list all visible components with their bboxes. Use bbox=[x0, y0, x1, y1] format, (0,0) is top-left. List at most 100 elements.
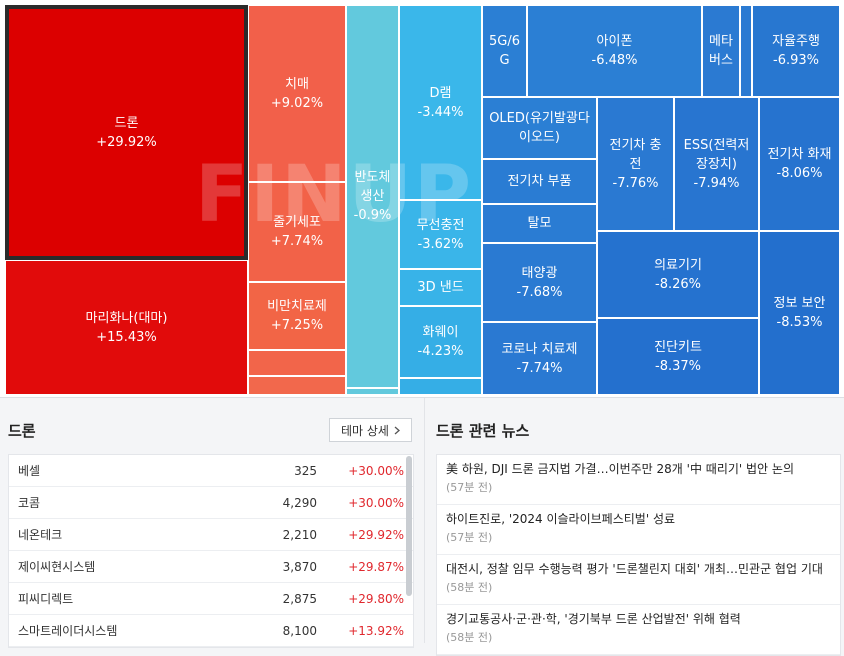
treemap-cell[interactable]: 정보 보안 -8.53% bbox=[759, 231, 840, 395]
stock-table-scrollbar[interactable] bbox=[406, 454, 412, 640]
treemap-cell[interactable]: 메타 버스 bbox=[702, 5, 740, 97]
theme-change: -3.44% bbox=[417, 104, 464, 120]
treemap-cell[interactable]: OLED(유기발광다 이오드) bbox=[482, 97, 597, 159]
scrollbar-thumb[interactable] bbox=[406, 456, 412, 596]
treemap-cell[interactable]: 자율주행 -6.93% bbox=[752, 5, 840, 97]
news-title[interactable]: 대전시, 정찰 임무 수행능력 평가 '드론챌린지 대회' 개최…민관군 협업 … bbox=[446, 562, 823, 576]
stock-row[interactable]: 코콤 4,290 +30.00% bbox=[9, 487, 413, 519]
theme-change: -7.68% bbox=[516, 284, 563, 300]
treemap-cell[interactable] bbox=[248, 376, 346, 395]
stock-name: 네온테크 bbox=[18, 528, 63, 542]
stock-change: +30.00% bbox=[348, 463, 404, 478]
treemap-cell[interactable]: 의료기기 -8.26% bbox=[597, 231, 759, 318]
stock-change: +30.00% bbox=[348, 495, 404, 510]
news-item[interactable]: 대전시, 정찰 임무 수행능력 평가 '드론챌린지 대회' 개최…민관군 협업 … bbox=[437, 555, 840, 605]
theme-change: -7.76% bbox=[612, 175, 659, 191]
treemap-cell[interactable]: 전기차 충 전 -7.76% bbox=[597, 97, 674, 231]
theme-name: D램 bbox=[429, 85, 452, 101]
theme-change: +15.43% bbox=[96, 329, 157, 345]
news-panel-title: 드론 관련 뉴스 bbox=[436, 422, 530, 440]
treemap-cell[interactable] bbox=[399, 378, 482, 395]
news-time: (58분 전) bbox=[446, 581, 493, 594]
news-panel: 드론 관련 뉴스 美 하원, DJI 드론 금지법 가결…이번주만 28개 '中… bbox=[424, 398, 844, 656]
stock-price: 325 bbox=[294, 463, 317, 478]
theme-name: 줄기세포 bbox=[273, 215, 321, 230]
theme-stocks-panel: 드론 테마 상세 베셀 325 +30.00% 코콤 4,290 +30.00% 네온테크 2… bbox=[0, 398, 420, 648]
news-title[interactable]: 하이트진로, '2024 이슬라이브페스티벌' 성료 bbox=[446, 512, 676, 526]
treemap-cell[interactable]: 치매 +9.02% bbox=[248, 5, 346, 182]
theme-change: +7.74% bbox=[270, 234, 324, 249]
theme-change: +7.25% bbox=[270, 318, 324, 333]
stock-row[interactable]: 네온테크 2,210 +29.92% bbox=[9, 519, 413, 551]
theme-name: 태양광 bbox=[521, 265, 558, 281]
news-title[interactable]: 美 하원, DJI 드론 금지법 가결…이번주만 28개 '中 때리기' 법안 … bbox=[446, 462, 794, 476]
stock-price: 3,870 bbox=[282, 559, 317, 574]
stock-change: +13.92% bbox=[348, 623, 404, 638]
theme-change: -7.74% bbox=[516, 360, 563, 376]
news-item[interactable]: 美 하원, DJI 드론 금지법 가결…이번주만 28개 '中 때리기' 법안 … bbox=[437, 455, 840, 505]
theme-change: -4.23% bbox=[417, 344, 464, 359]
theme-change: +29.92% bbox=[96, 134, 157, 150]
stock-price: 2,210 bbox=[282, 527, 317, 542]
theme-name: ESS(전력저 장장치) bbox=[683, 137, 750, 172]
treemap-cell[interactable]: 탈모 bbox=[482, 204, 597, 243]
treemap-cell[interactable]: 전기차 부품 bbox=[482, 159, 597, 204]
stock-row[interactable]: 제이씨현시스템 3,870 +29.87% bbox=[9, 551, 413, 583]
treemap-cell[interactable] bbox=[346, 388, 399, 395]
treemap-cell[interactable]: 3D 낸드 bbox=[399, 269, 482, 306]
theme-name: 전기차 부품 bbox=[507, 174, 572, 189]
theme-name: 드론 bbox=[114, 115, 139, 131]
news-item[interactable]: 경기교통공사·군·관·학, '경기북부 드론 산업발전' 위해 협력 (58분 전… bbox=[437, 605, 840, 655]
treemap-cell[interactable] bbox=[248, 350, 346, 376]
news-time: (58분 전) bbox=[446, 631, 493, 644]
chevron-right-icon bbox=[394, 426, 400, 434]
stock-price: 8,100 bbox=[282, 623, 317, 638]
news-title[interactable]: 경기교통공사·군·관·학, '경기북부 드론 산업발전' 위해 협력 bbox=[446, 612, 741, 626]
treemap-cell[interactable]: 마리화나(대마) +15.43% bbox=[5, 260, 248, 395]
treemap-cell[interactable]: 전기차 화재 -8.06% bbox=[759, 97, 840, 231]
treemap-cell[interactable]: 비만치료제 +7.25% bbox=[248, 282, 346, 350]
news-item[interactable]: 하이트진로, '2024 이슬라이브페스티벌' 성료 (57분 전) bbox=[437, 505, 840, 555]
treemap-cell[interactable]: 코로나 치료제 -7.74% bbox=[482, 322, 597, 395]
treemap-cell[interactable]: 줄기세포 +7.74% bbox=[248, 182, 346, 282]
theme-name: 반도체 생산 bbox=[354, 170, 391, 204]
stock-price: 2,875 bbox=[282, 591, 317, 606]
theme-name: 마리화나(대마) bbox=[85, 310, 168, 326]
theme-detail-button[interactable]: 테마 상세 bbox=[329, 418, 412, 442]
stock-row[interactable]: 베셀 325 +30.00% bbox=[9, 455, 413, 487]
treemap-cell[interactable]: 진단키트 -8.37% bbox=[597, 318, 759, 395]
theme-name: OLED(유기발광다 이오드) bbox=[489, 111, 590, 145]
stocks-panel-title: 드론 bbox=[8, 422, 36, 440]
treemap-cell[interactable]: ESS(전력저 장장치) -7.94% bbox=[674, 97, 759, 231]
stock-row[interactable]: 피씨디렉트 2,875 +29.80% bbox=[9, 583, 413, 615]
treemap-cell[interactable]: 반도체 생산 -0.9% bbox=[346, 5, 399, 388]
treemap-cell[interactable]: 5G/6 G bbox=[482, 5, 527, 97]
stock-name: 스마트레이더시스템 bbox=[18, 624, 118, 638]
treemap-cell[interactable] bbox=[740, 5, 752, 97]
stock-price: 4,290 bbox=[282, 495, 317, 510]
stock-row[interactable]: 스마트레이더시스템 8,100 +13.92% bbox=[9, 615, 413, 647]
treemap-cell[interactable]: 무선충전 -3.62% bbox=[399, 200, 482, 269]
theme-name: 탈모 bbox=[527, 216, 552, 231]
treemap-cell[interactable]: 태양광 -7.68% bbox=[482, 243, 597, 322]
theme-change: -8.37% bbox=[655, 358, 701, 374]
treemap-cell[interactable]: D램 -3.44% bbox=[399, 5, 482, 200]
theme-change: -6.93% bbox=[773, 53, 819, 68]
stock-change: +29.92% bbox=[348, 527, 404, 542]
theme-detail-label: 테마 상세 bbox=[341, 423, 389, 438]
treemap-cell[interactable]: 화웨이 -4.23% bbox=[399, 306, 482, 378]
theme-name: 의료기기 bbox=[654, 257, 702, 273]
theme-treemap: 드론 +29.92% 마리화나(대마) +15.43% 치매 +9.02% 줄기세포 +7.7… bbox=[0, 0, 844, 397]
theme-name: 진단키트 bbox=[654, 339, 702, 355]
theme-name: 정보 보안 bbox=[773, 296, 826, 311]
stock-name: 베셀 bbox=[18, 464, 41, 478]
treemap-cell[interactable]: 드론 +29.92% bbox=[5, 5, 248, 260]
theme-name: 전기차 충 전 bbox=[609, 137, 662, 172]
theme-change: -8.53% bbox=[776, 315, 823, 330]
theme-name: 자율주행 bbox=[772, 34, 820, 49]
theme-name: 5G/6 G bbox=[489, 34, 520, 68]
news-list: 美 하원, DJI 드론 금지법 가결…이번주만 28개 '中 때리기' 법안 … bbox=[436, 454, 841, 656]
theme-change: -6.48% bbox=[591, 53, 638, 68]
treemap-cell[interactable]: 아이폰 -6.48% bbox=[527, 5, 702, 97]
stock-name: 제이씨현시스템 bbox=[18, 560, 96, 574]
